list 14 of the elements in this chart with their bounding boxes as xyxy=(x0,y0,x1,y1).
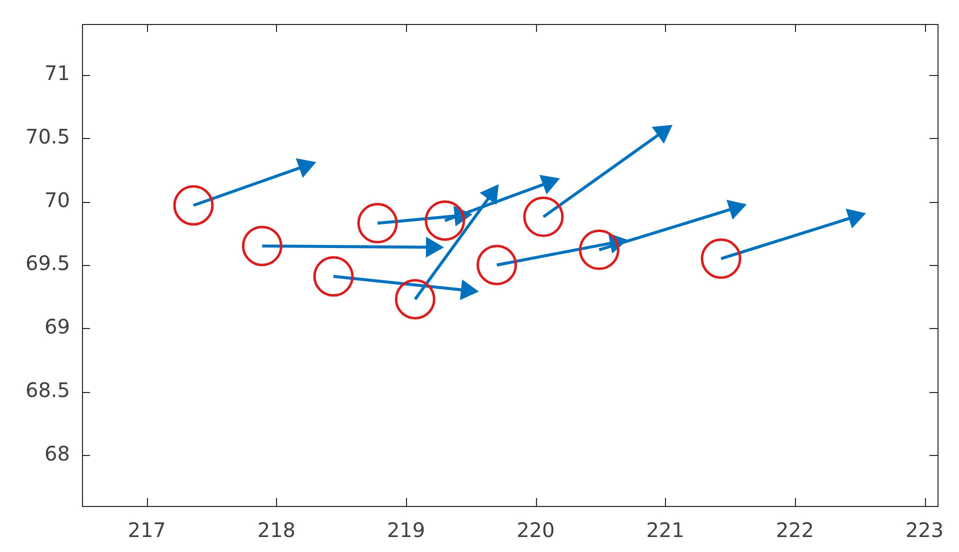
y-tick-label: 70.5 xyxy=(25,124,70,148)
x-tick-label: 220 xyxy=(516,518,555,542)
x-tick-label: 221 xyxy=(646,518,684,542)
y-tick-label: 69.5 xyxy=(25,251,70,276)
x-tick-label: 218 xyxy=(257,518,296,542)
x-tick-label: 223 xyxy=(905,518,944,542)
y-tick-label: 68 xyxy=(44,441,70,466)
y-tick-label: 71 xyxy=(44,60,70,85)
x-tick-label: 222 xyxy=(776,518,814,542)
y-tick-label: 69 xyxy=(44,314,70,339)
y-tick-label: 70 xyxy=(44,188,70,212)
y-tick-label: 68.5 xyxy=(25,378,70,402)
x-tick-label: 219 xyxy=(386,518,426,542)
x-tick-label: 217 xyxy=(128,518,166,542)
